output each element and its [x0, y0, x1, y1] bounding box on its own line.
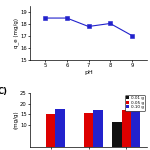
- Bar: [122, 110, 131, 147]
- Bar: [112, 122, 122, 147]
- X-axis label: pH: pH: [84, 70, 93, 75]
- Bar: [46, 114, 56, 147]
- Legend: 0.01 g, 0.05 g, 0.10 g: 0.01 g, 0.05 g, 0.10 g: [125, 95, 145, 111]
- Text: C): C): [0, 87, 7, 96]
- Bar: [93, 110, 103, 147]
- Bar: [131, 107, 140, 147]
- Y-axis label: q_e (mg/g): q_e (mg/g): [13, 18, 19, 48]
- Y-axis label: (mg/g): (mg/g): [14, 111, 19, 129]
- Bar: [56, 109, 65, 147]
- Bar: [84, 113, 93, 147]
